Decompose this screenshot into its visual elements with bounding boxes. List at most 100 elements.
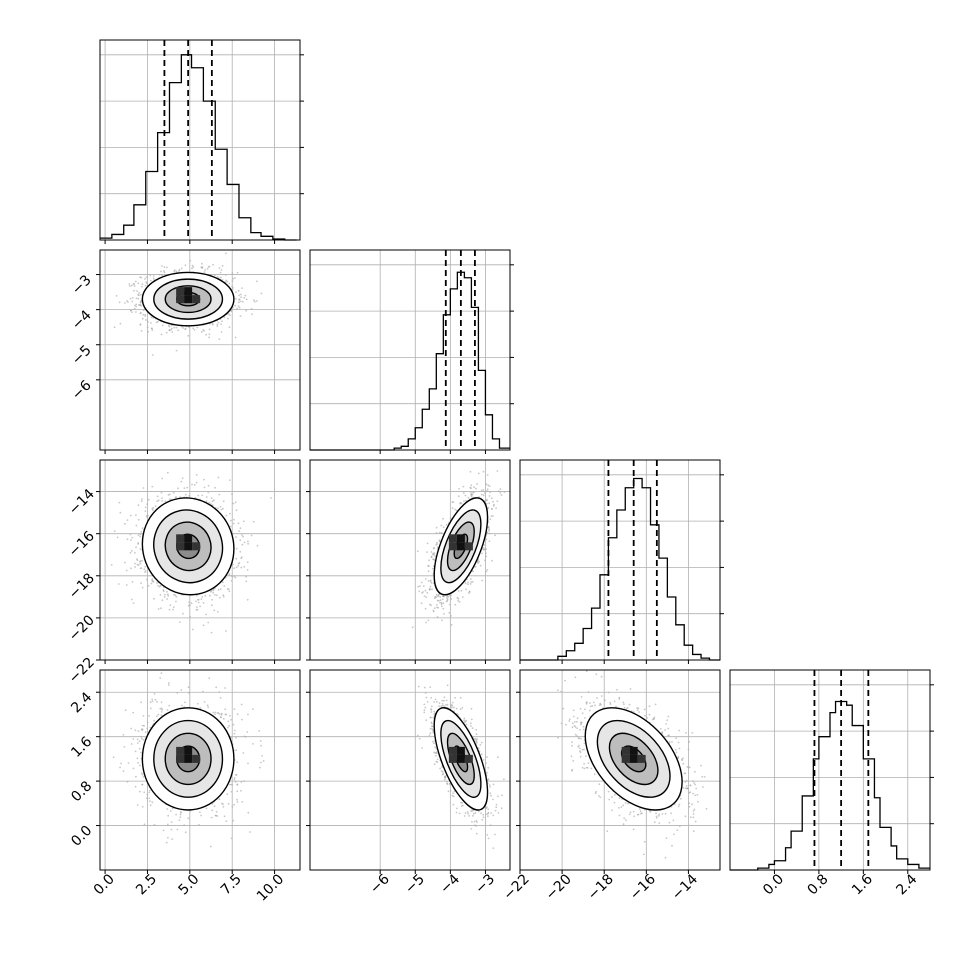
scatter-point-2-1: [470, 493, 473, 496]
scatter-point-2-1: [492, 500, 494, 503]
scatter-point-2-0: [130, 550, 133, 552]
scatter-point-1-0: [140, 330, 143, 332]
scatter-point-1-0: [160, 270, 162, 273]
scatter-point-1-0: [170, 327, 173, 330]
scatter-point-1-0: [191, 267, 193, 270]
scatter-point-2-1: [435, 526, 438, 529]
scatter-point-2-0: [162, 589, 165, 591]
scatter-point-1-0: [170, 324, 173, 327]
scatter-point-1-0: [260, 292, 263, 295]
scatter-point-2-1: [488, 495, 491, 497]
scatter-point-2-1: [460, 589, 463, 592]
scatter-point-1-0: [220, 331, 223, 333]
scatter-point-2-0: [143, 568, 146, 571]
scatter-point-2-1: [437, 606, 439, 609]
scatter-point-2-0: [195, 474, 198, 476]
scatter-point-1-0: [208, 265, 211, 268]
scatter-point-1-0: [223, 316, 226, 319]
scatter-point-1-0: [173, 269, 176, 272]
scatter-point-1-0: [135, 297, 138, 300]
scatter-point-1-0: [241, 300, 244, 303]
scatter-point-2-1: [419, 585, 421, 587]
scatter-point-2-0: [150, 582, 153, 585]
scatter-point-2-1: [435, 544, 438, 546]
scatter-point-2-0: [197, 598, 199, 601]
scatter-point-2-1: [482, 547, 485, 549]
scatter-point-1-0: [232, 287, 235, 289]
scatter-point-2-1: [499, 491, 502, 494]
scatter-point-2-0: [166, 593, 169, 596]
scatter-point-2-1: [477, 472, 480, 475]
scatter-point-1-0: [149, 274, 152, 277]
scatter-point-2-0: [172, 491, 175, 494]
scatter-point-1-0: [220, 323, 222, 325]
scatter-point-1-0: [140, 276, 143, 279]
scatter-point-1-0: [241, 287, 243, 289]
scatter-point-2-0: [124, 522, 126, 525]
scatter-point-1-0: [218, 338, 221, 340]
scatter-point-1-0: [115, 295, 118, 297]
scatter-point-1-0: [193, 329, 196, 331]
scatter-point-2-0: [168, 608, 171, 611]
scatter-point-1-0: [218, 267, 221, 269]
scatter-point-2-0: [235, 547, 238, 550]
scatter-point-2-1: [426, 542, 429, 545]
scatter-point-2-0: [144, 510, 147, 512]
scatter-point-2-0: [118, 501, 121, 504]
scatter-point-2-0: [243, 565, 246, 568]
scatter-point-2-0: [216, 611, 219, 613]
scatter-point-2-0: [207, 484, 210, 487]
scatter-point-1-0: [225, 252, 227, 255]
scatter-point-2-0: [169, 604, 172, 606]
scatter-point-2-0: [137, 534, 140, 536]
scatter-point-1-0: [221, 265, 224, 267]
scatter-point-1-0: [134, 304, 136, 307]
scatter-point-2-1: [467, 581, 469, 584]
scatter-point-1-0: [161, 274, 164, 277]
scatter-point-2-0: [237, 522, 240, 525]
scatter-point-2-1: [442, 607, 445, 610]
scatter-point-2-0: [195, 600, 197, 603]
scatter-point-1-0: [131, 300, 134, 303]
scatter-point-1-0: [139, 301, 142, 304]
scatter-point-2-0: [205, 613, 207, 616]
scatter-point-1-0: [177, 329, 180, 332]
scatter-point-2-1: [480, 489, 483, 492]
scatter-point-2-0: [239, 527, 242, 530]
scatter-point-1-0: [238, 298, 241, 301]
scatter-point-1-0: [136, 290, 138, 292]
scatter-point-1-0: [245, 309, 248, 312]
scatter-point-1-0: [150, 316, 153, 319]
scatter-point-2-1: [454, 603, 457, 606]
scatter-point-2-0: [116, 536, 119, 539]
scatter-point-2-0: [195, 481, 198, 484]
scatter-point-2-0: [151, 578, 154, 580]
scatter-point-2-0: [130, 539, 132, 541]
scatter-point-1-0: [141, 283, 144, 285]
scatter-point-1-0: [228, 282, 231, 285]
scatter-point-2-0: [211, 500, 214, 503]
scatter-point-2-0: [242, 520, 245, 523]
scatter-point-1-0: [152, 277, 155, 280]
scatter-point-1-0: [171, 331, 174, 333]
scatter-point-2-0: [234, 576, 237, 579]
scatter-point-2-0: [119, 511, 122, 514]
scatter-point-1-0: [216, 325, 219, 328]
scatter-point-1-0: [161, 265, 163, 267]
scatter-point-2-0: [157, 608, 160, 610]
scatter-point-2-0: [247, 540, 249, 543]
scatter-point-2-1: [457, 495, 460, 498]
scatter-point-2-0: [144, 565, 147, 568]
scatter-point-2-1: [486, 488, 489, 491]
scatter-point-2-0: [235, 536, 237, 538]
scatter-point-1-0: [168, 329, 171, 331]
scatter-point-2-0: [232, 522, 235, 525]
scatter-point-1-0: [204, 269, 207, 271]
scatter-point-2-0: [217, 589, 220, 591]
scatter-point-1-0: [229, 314, 232, 317]
scatter-point-2-1: [436, 616, 439, 618]
scatter-point-2-0: [161, 500, 163, 502]
scatter-point-2-0: [163, 596, 166, 598]
scatter-point-2-1: [488, 528, 491, 531]
scatter-point-2-1: [423, 595, 426, 597]
